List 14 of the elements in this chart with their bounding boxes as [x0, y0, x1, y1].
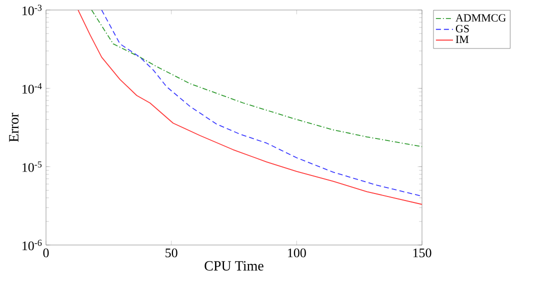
y-axis-title: Error — [9, 112, 19, 142]
line-series — [91, 10, 422, 148]
y-tick-label: 10$^{-4}$ — [22, 83, 42, 94]
x-tick-label: 100 — [288, 248, 306, 258]
y-tick-label: 10$^{-5}$ — [22, 161, 42, 172]
x-tick-label: 150 — [413, 248, 432, 258]
x-axis-title: CPU Time — [204, 261, 264, 271]
legend-label: IM — [456, 36, 469, 43]
y-tick-label: 10$^{-6}$ — [22, 240, 42, 250]
x-tick-label: 50 — [166, 248, 178, 258]
x-tick-label: 0 — [43, 248, 49, 258]
legend-label: ADMMCG — [456, 14, 506, 22]
y-tick-label: 10$^{-3}$ — [22, 4, 42, 16]
legend-label: GS — [456, 24, 469, 32]
